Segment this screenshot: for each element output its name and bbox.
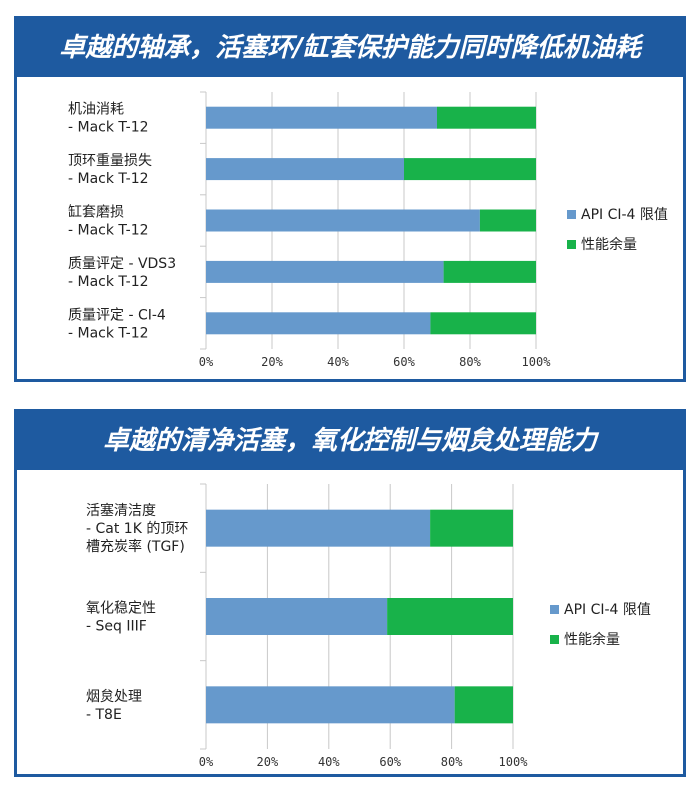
legend-label: 性能余量	[564, 631, 620, 648]
chart-panel-1: 卓越的轴承，活塞环/缸套保护能力同时降低机油耗 0% 20% 40% 60% 80% 10…	[14, 16, 686, 382]
category-label: - Seq IIIF	[86, 619, 147, 635]
bar-api-limit	[206, 260, 444, 283]
x-tick-label: 60%	[379, 755, 401, 769]
legend-label: API CI-4 限值	[564, 602, 651, 618]
x-tick-label: 80%	[441, 755, 463, 769]
x-tick-label: 100%	[499, 755, 529, 769]
bar-api-limit	[206, 598, 388, 635]
legend-swatch	[550, 605, 559, 614]
category-label: 质量评定 - VDS3	[68, 256, 176, 272]
x-tick-label: 0%	[199, 355, 214, 369]
bar-margin	[430, 509, 513, 547]
category-label: - Mack T-12	[68, 120, 149, 136]
bar-margin	[479, 209, 536, 232]
x-tick-label: 60%	[393, 355, 415, 369]
category-label: 质量评定 - CI-4	[68, 307, 166, 323]
chart-1-svg: 0% 20% 40% 60% 80% 100% 机油消耗 - Mack T-12 顶环重量损失 -…	[68, 91, 668, 369]
legend-label: 性能余量	[581, 236, 637, 253]
x-tick-label: 40%	[318, 755, 340, 769]
bar-api-limit	[206, 158, 404, 181]
category-label: 活塞清洁度	[86, 502, 156, 519]
bar-api-limit	[206, 312, 431, 335]
bar-margin	[454, 686, 513, 724]
bar-margin	[430, 312, 536, 335]
x-tick-label: 40%	[327, 355, 349, 369]
legend-swatch	[567, 210, 576, 219]
legend-swatch	[567, 240, 576, 249]
x-tick-label: 20%	[257, 755, 279, 769]
x-tick-label: 80%	[459, 355, 481, 369]
chart-panel-2: 卓越的清净活塞，氧化控制与烟炱处理能力 0% 20% 40% 60% 80% 100% 活塞…	[14, 409, 686, 777]
legend-label: API CI-4 限值	[581, 207, 668, 223]
category-label: - T8E	[86, 707, 122, 723]
x-tick-label: 20%	[261, 355, 283, 369]
x-tick-label: 100%	[522, 355, 552, 369]
bar-margin	[387, 598, 513, 635]
chart-2-svg: 0% 20% 40% 60% 80% 100% 活塞清洁度 - Cat 1K 的顶环槽充炭率 …	[86, 483, 651, 769]
chart-2-title: 卓越的清净活塞，氧化控制与烟炱处理能力	[17, 412, 683, 470]
category-label: 缸套磨损	[68, 204, 124, 221]
bar-margin	[404, 158, 536, 181]
category-label: 烟炱处理	[86, 689, 142, 705]
bar-margin	[437, 106, 536, 129]
category-label: 氧化稳定性	[86, 601, 156, 617]
bar-margin	[443, 260, 536, 283]
category-label: - Cat 1K 的顶环	[86, 521, 188, 537]
category-label: 机油消耗	[68, 102, 124, 118]
category-label: - Mack T-12	[68, 171, 149, 187]
category-label: - Mack T-12	[68, 274, 149, 290]
x-tick-label: 0%	[199, 755, 214, 769]
category-label: 顶环重量损失	[68, 153, 152, 169]
bar-api-limit	[206, 106, 437, 129]
bar-api-limit	[206, 509, 431, 547]
category-label: 槽充炭率 (TGF)	[86, 538, 185, 555]
chart-1-title: 卓越的轴承，活塞环/缸套保护能力同时降低机油耗	[17, 19, 683, 77]
legend-swatch	[550, 635, 559, 644]
bar-api-limit	[206, 686, 455, 724]
bar-api-limit	[206, 209, 480, 232]
category-label: - Mack T-12	[68, 325, 149, 341]
category-label: - Mack T-12	[68, 223, 149, 239]
